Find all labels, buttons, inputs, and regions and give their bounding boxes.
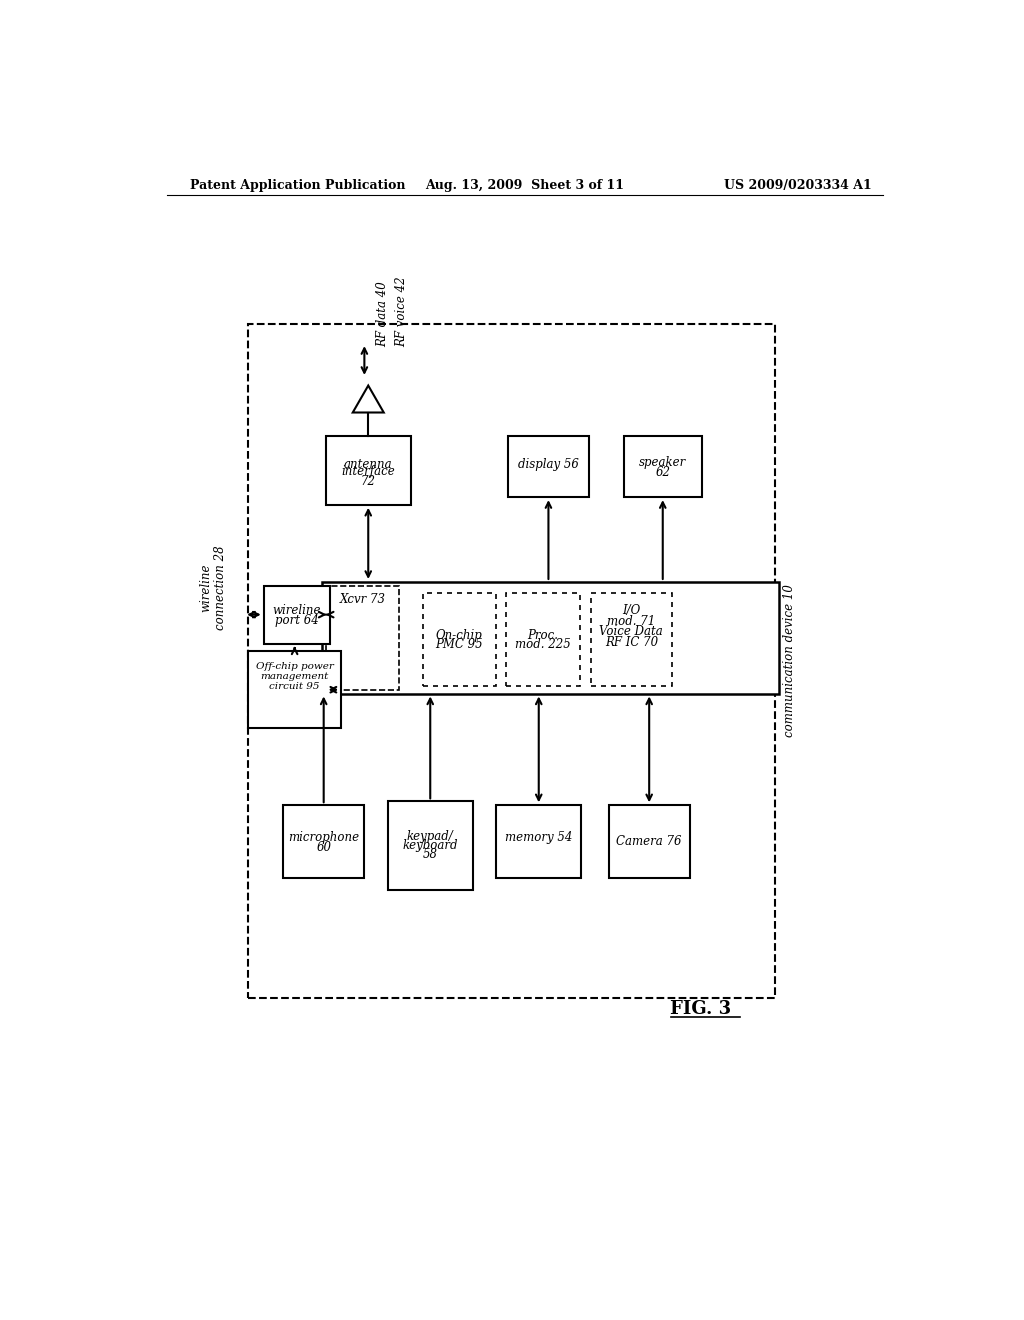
Text: 72: 72 — [360, 475, 376, 488]
Text: Voice Data: Voice Data — [599, 626, 664, 639]
Text: keyboard: keyboard — [402, 840, 458, 853]
Text: Proc.: Proc. — [527, 628, 558, 642]
Bar — [248, 323, 775, 998]
Text: RF voice 42: RF voice 42 — [395, 276, 409, 347]
Text: interface: interface — [341, 465, 395, 478]
Text: Patent Application Publication: Patent Application Publication — [190, 178, 406, 191]
Text: US 2009/0203334 A1: US 2009/0203334 A1 — [724, 178, 872, 191]
Bar — [263, 586, 330, 644]
Text: wireline: wireline — [199, 564, 212, 612]
Text: 60: 60 — [316, 841, 331, 854]
Bar — [506, 594, 580, 686]
Bar — [326, 436, 411, 506]
Bar — [388, 801, 473, 890]
Bar — [248, 651, 341, 729]
Text: port 64: port 64 — [274, 614, 318, 627]
Text: Camera 76: Camera 76 — [616, 836, 682, 849]
Text: mod. 71: mod. 71 — [607, 615, 655, 628]
Text: I/O: I/O — [623, 603, 640, 616]
Bar — [283, 805, 365, 878]
Text: 62: 62 — [655, 466, 671, 479]
Text: circuit 95: circuit 95 — [269, 682, 319, 692]
Text: microphone: microphone — [288, 832, 359, 845]
Bar — [508, 436, 589, 498]
Text: antenna: antenna — [344, 458, 392, 471]
Text: memory 54: memory 54 — [505, 832, 572, 845]
Text: speaker: speaker — [639, 455, 686, 469]
Text: FIG. 3: FIG. 3 — [671, 1001, 731, 1018]
Text: Off-chip power: Off-chip power — [256, 663, 334, 671]
Text: RF data 40: RF data 40 — [376, 281, 389, 347]
Text: PMC 95: PMC 95 — [435, 638, 483, 651]
Bar — [624, 436, 701, 498]
Text: display 56: display 56 — [518, 458, 579, 471]
Text: keypad/: keypad/ — [407, 830, 454, 843]
Bar — [322, 582, 779, 693]
Text: 58: 58 — [423, 849, 437, 862]
Text: mod. 225: mod. 225 — [515, 638, 571, 651]
Text: connection 28: connection 28 — [214, 545, 227, 630]
Text: Aug. 13, 2009  Sheet 3 of 11: Aug. 13, 2009 Sheet 3 of 11 — [425, 178, 625, 191]
Bar — [608, 805, 690, 878]
Bar — [496, 805, 582, 878]
Text: management: management — [260, 672, 329, 681]
Text: On-chip: On-chip — [436, 628, 482, 642]
Bar — [591, 594, 672, 686]
Text: communication device 10: communication device 10 — [782, 585, 796, 738]
Bar — [423, 594, 496, 686]
Bar — [326, 586, 399, 689]
Text: RF IC 70: RF IC 70 — [605, 636, 658, 649]
Text: wireline: wireline — [272, 605, 321, 618]
Text: Xcvr 73: Xcvr 73 — [339, 593, 385, 606]
